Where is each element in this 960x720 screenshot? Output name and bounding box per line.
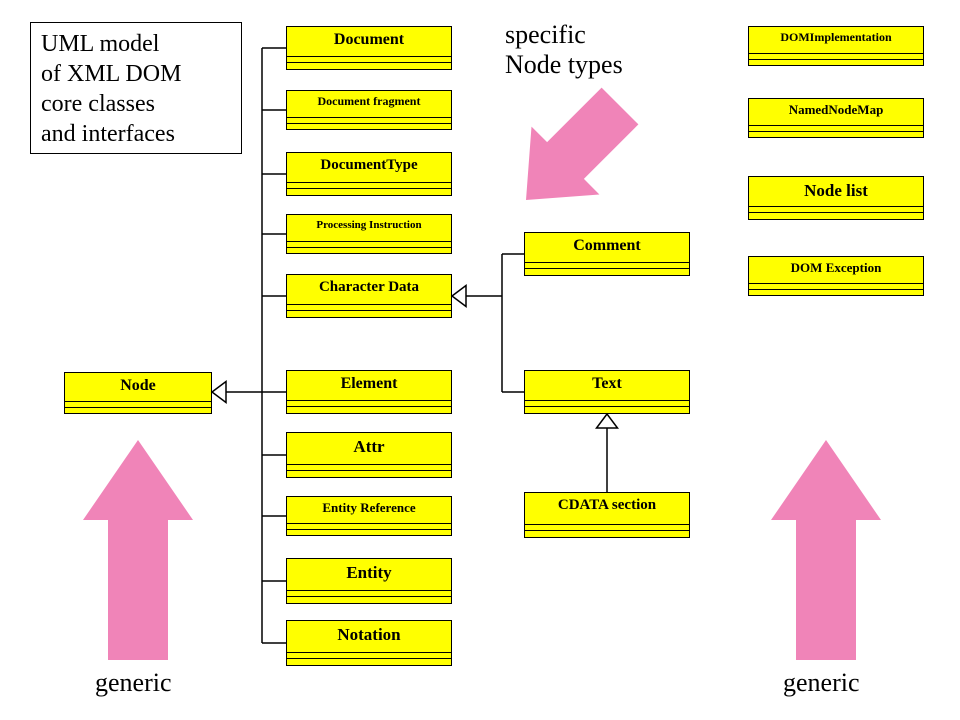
uml-label: CDATA section [525,493,689,514]
uml-label: Document fragment [287,91,451,109]
uml-box-node-list: Node list [748,176,924,220]
caption-specific-text: specificNode types [505,20,623,79]
caption-generic-left: generic [95,668,172,698]
uml-label: Character Data [287,275,451,296]
uml-label: Comment [525,233,689,255]
caption-specific: specificNode types [505,20,623,80]
title-text: UML modelof XML DOMcore classesand inter… [41,31,181,147]
uml-label: Entity Reference [287,497,451,516]
uml-box-entity: Entity [286,558,452,604]
uml-box-processing-instruction: Processing Instruction [286,214,452,254]
uml-label: Entity [287,559,451,583]
uml-box-dom-implementation: DOMImplementation [748,26,924,66]
uml-box-element: Element [286,370,452,414]
uml-label: Processing Instruction [287,215,451,232]
uml-label: Node list [749,177,923,201]
uml-label: DOM Exception [749,257,923,276]
uml-label: Document [287,27,451,49]
uml-box-document: Document [286,26,452,70]
uml-box-cdata-section: CDATA section [524,492,690,538]
diagram-stage: UML modelof XML DOMcore classesand inter… [0,0,960,720]
uml-label: Attr [287,433,451,457]
uml-box-dom-exception: DOM Exception [748,256,924,296]
uml-label: DocumentType [287,153,451,174]
uml-box-document-fragment: Document fragment [286,90,452,130]
uml-label: Node [65,373,211,395]
uml-label: Element [287,371,451,393]
uml-label: Notation [287,621,451,645]
uml-label: Text [525,371,689,393]
uml-box-character-data: Character Data [286,274,452,318]
caption-generic-right: generic [783,668,860,698]
uml-label: DOMImplementation [749,27,923,45]
title-box: UML modelof XML DOMcore classesand inter… [30,22,242,154]
uml-label: NamedNodeMap [749,99,923,118]
uml-box-text: Text [524,370,690,414]
uml-box-entity-reference: Entity Reference [286,496,452,536]
uml-box-comment: Comment [524,232,690,276]
caption-generic-right-text: generic [783,668,860,697]
uml-box-document-type: DocumentType [286,152,452,196]
uml-box-node: Node [64,372,212,414]
uml-box-attr: Attr [286,432,452,478]
uml-box-named-node-map: NamedNodeMap [748,98,924,138]
uml-box-notation: Notation [286,620,452,666]
caption-generic-left-text: generic [95,668,172,697]
